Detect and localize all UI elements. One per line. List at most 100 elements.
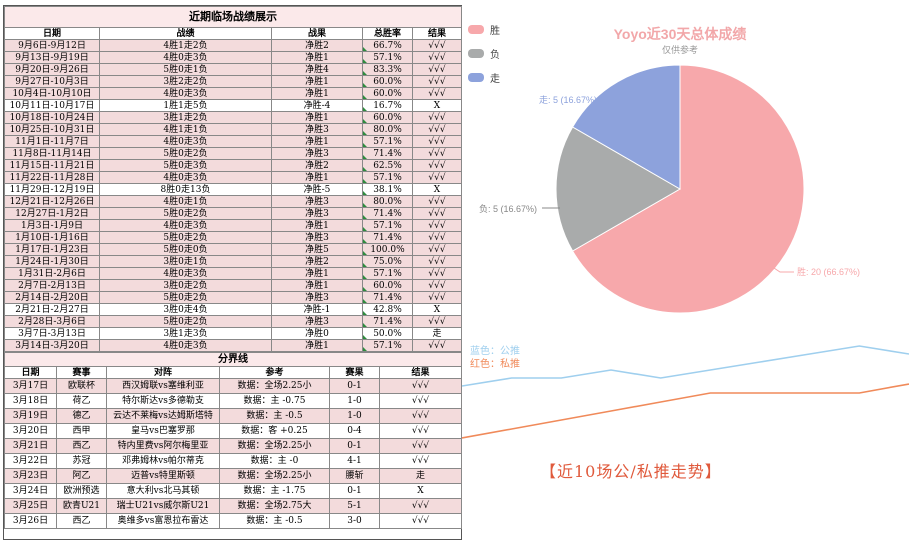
table-row: 9月27日-10月3日 3胜2走2负 净胜1 60.0% √√√ <box>4 75 463 88</box>
tip-cell: 数据：主 -1.75 <box>219 483 330 499</box>
table-row: 3月7日-3月13日 3胜1走3负 净胜0 50.0% 走 <box>4 327 463 340</box>
record-cell: 3胜2走2负 <box>99 75 272 88</box>
cell-marker-icon <box>363 311 367 315</box>
result-cell: √√√ <box>411 207 463 220</box>
tip-cell: 数据：主 -0 <box>219 453 330 469</box>
record-cell: 4胜0走3负 <box>99 171 272 184</box>
tip-cell: 数据：主 -0.75 <box>219 393 330 409</box>
date-cell: 3月7日-3月13日 <box>4 327 100 340</box>
cell-marker-icon <box>363 71 367 75</box>
private-trend-line <box>462 383 909 439</box>
date-cell: 1月17日-1月23日 <box>4 243 100 256</box>
rate-cell: 60.0% <box>362 75 413 88</box>
net-cell: 净胜1 <box>271 339 363 352</box>
legend-draw[interactable]: 走 <box>468 70 500 85</box>
result-cell: √√√ <box>411 87 463 100</box>
date-cell: 2月28日-3月6日 <box>4 315 100 328</box>
record-cell: 4胜0走3负 <box>99 135 272 148</box>
score-cell: 1-0 <box>329 393 380 409</box>
table-row: 11月15日-11月21日 5胜0走3负 净胜2 62.5% √√√ <box>4 159 463 172</box>
table-row: 3月19日 德乙 云达不莱梅vs达姆斯塔特 数据：主 -0.5 1-0 √√√ <box>4 408 463 424</box>
date-cell: 3月20日 <box>4 423 57 439</box>
rate-cell: 83.3% <box>362 63 413 76</box>
date-cell: 3月23日 <box>4 468 57 484</box>
rate-cell: 57.1% <box>362 267 413 280</box>
rate-cell: 60.0% <box>362 279 413 292</box>
result-cell: √√√ <box>378 393 463 409</box>
record-cell: 5胜0走0负 <box>99 243 272 256</box>
result-cell: 走 <box>378 468 463 484</box>
score-cell: 0-1 <box>329 378 380 394</box>
pie-slice-draw[interactable] <box>571 64 681 190</box>
result-cell: √√√ <box>411 171 463 184</box>
match-cell: 西汉姆联vs塞维利亚 <box>106 378 220 394</box>
net-cell: 净胜2 <box>271 159 363 172</box>
date-cell: 3月24日 <box>4 483 57 499</box>
result-cell: √√√ <box>378 513 463 529</box>
pie-slice-lose[interactable] <box>555 126 681 252</box>
table-row: 1月24日-1月30日 3胜0走1负 净胜2 75.0% √√√ <box>4 255 463 268</box>
rate-cell: 38.1% <box>362 183 413 196</box>
table-row: 2月7日-2月13日 3胜0走2负 净胜1 60.0% √√√ <box>4 279 463 292</box>
result-cell: √√√ <box>378 423 463 439</box>
pie-label-leader <box>761 259 794 273</box>
cell-marker-icon <box>363 323 367 327</box>
cell-marker-icon <box>363 59 367 63</box>
cell-marker-icon <box>363 83 367 87</box>
rate-cell: 80.0% <box>362 195 413 208</box>
record-cell: 4胜0走1负 <box>99 195 272 208</box>
match-cell: 迈普vs特里斯顿 <box>106 468 220 484</box>
net-cell: 净胜1 <box>271 87 363 100</box>
result-cell: √√√ <box>411 51 463 64</box>
date-cell: 10月25日-10月31日 <box>4 123 100 136</box>
result-cell: √√√ <box>378 408 463 424</box>
score-cell: 4-1 <box>329 453 380 469</box>
rate-cell: 16.7% <box>362 99 413 112</box>
rate-cell: 100.0% <box>362 243 413 256</box>
cell-marker-icon <box>363 95 367 99</box>
result-cell: √√√ <box>411 123 463 136</box>
date-cell: 3月14日-3月20日 <box>4 339 100 352</box>
result-cell: √√√ <box>411 159 463 172</box>
trend-legend-private: 红色：私推 <box>470 359 520 370</box>
rate-cell: 42.8% <box>362 303 413 316</box>
legend-lose[interactable]: 负 <box>468 46 500 61</box>
score-cell: 0-1 <box>329 438 380 454</box>
table-row: 10月11日-10月17日 1胜1走5负 净胜-4 16.7% X <box>4 99 463 112</box>
record-cell: 8胜0走13负 <box>99 183 272 196</box>
date-cell: 11月22日-11月28日 <box>4 171 100 184</box>
league-cell: 西甲 <box>56 423 107 439</box>
date-cell: 12月21日-12月26日 <box>4 195 100 208</box>
divider-row: 分界线 <box>3 352 463 367</box>
cell-marker-icon <box>363 191 367 195</box>
date-cell: 1月31日-2月6日 <box>4 267 100 280</box>
net-cell: 净胜0 <box>271 327 363 340</box>
column-header: 总胜率 <box>362 27 413 40</box>
cell-marker-icon <box>363 215 367 219</box>
table-row: 3月22日 苏冠 邓弗姆林vs帕尔蒂克 数据：主 -0 4-1 √√√ <box>4 453 463 469</box>
tip-cell: 数据：全场2.25小 <box>219 468 330 484</box>
record-cell: 3胜0走4负 <box>99 303 272 316</box>
date-cell: 3月21日 <box>4 438 57 454</box>
net-cell: 净胜1 <box>271 267 363 280</box>
net-cell: 净胜-4 <box>271 99 363 112</box>
table-row: 1月10日-1月16日 5胜0走2负 净胜3 71.4% √√√ <box>4 231 463 244</box>
score-cell: 1-0 <box>329 408 380 424</box>
net-cell: 净胜1 <box>271 51 363 64</box>
rate-cell: 60.0% <box>362 111 413 124</box>
match-record-table: 分界线 日期 赛事 对阵 参考 赛果 结果 3月17日 欧联杯 西汉姆联vs塞维利亚 数据：全场2.… <box>3 352 463 529</box>
pie-slice-win[interactable] <box>571 64 805 314</box>
column-header: 对阵 <box>106 366 220 379</box>
rate-cell: 71.4% <box>362 231 413 244</box>
table-row: 11月8日-11月14日 5胜0走2负 净胜3 71.4% √√√ <box>4 147 463 160</box>
table-row: 1月31日-2月6日 4胜0走3负 净胜1 57.1% √√√ <box>4 267 463 280</box>
table-row: 2月28日-3月6日 5胜0走2负 净胜3 71.4% √√√ <box>4 315 463 328</box>
net-cell: 净胜2 <box>271 39 363 52</box>
tip-cell: 数据：全场2.25小 <box>219 438 330 454</box>
result-cell: √√√ <box>411 39 463 52</box>
cell-marker-icon <box>363 107 367 111</box>
legend-win[interactable]: 胜 <box>468 22 500 37</box>
match-cell: 邓弗姆林vs帕尔蒂克 <box>106 453 220 469</box>
result-cell: X <box>378 483 463 499</box>
table-row: 3月26日 西乙 奥维多vs富恩拉布雷达 数据：主 -0.5 3-0 √√√ <box>4 513 463 529</box>
